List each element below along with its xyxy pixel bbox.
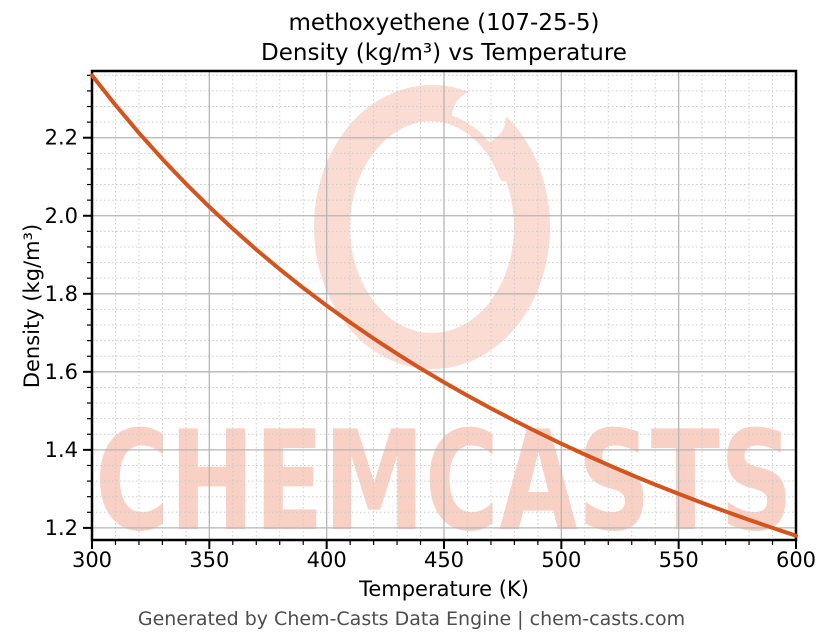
x-tick-label: 450 <box>424 548 464 572</box>
y-tick-label: 1.2 <box>45 516 78 540</box>
y-tick-label: 1.6 <box>45 360 78 384</box>
tick-labels: 300 350 400 450 500 550 600 1.2 1.4 1.6 1.8 2.0 2.2 <box>45 126 816 572</box>
x-tick-label: 350 <box>189 548 229 572</box>
watermark-logo-swoosh-icon <box>417 112 509 182</box>
density-curve <box>90 73 798 538</box>
x-tick-label: 550 <box>659 548 699 572</box>
x-axis-label: Temperature (K) <box>359 577 529 601</box>
y-axis-label: Density (kg/m³) <box>20 223 44 389</box>
watermark-logo-ring-icon <box>314 85 550 369</box>
plot-border <box>90 69 798 542</box>
x-tick-label: 600 <box>776 548 816 572</box>
x-tick-label: 300 <box>72 548 112 572</box>
x-tick-label: 500 <box>541 548 581 572</box>
chart-title: methoxyethene (107-25-5) Density (kg/m³)… <box>92 8 796 68</box>
chart-title-line2: Density (kg/m³) vs Temperature <box>261 40 627 66</box>
y-tick-label: 1.8 <box>45 282 78 306</box>
y-tick-label: 2.0 <box>45 204 78 228</box>
x-tick-label: 400 <box>307 548 347 572</box>
data-series <box>90 73 798 538</box>
y-tick-label: 2.2 <box>45 126 78 150</box>
footer-credit: Generated by Chem-Casts Data Engine | ch… <box>137 608 686 630</box>
y-tick-label: 1.4 <box>45 438 78 462</box>
chart-title-line1: methoxyethene (107-25-5) <box>288 10 600 36</box>
